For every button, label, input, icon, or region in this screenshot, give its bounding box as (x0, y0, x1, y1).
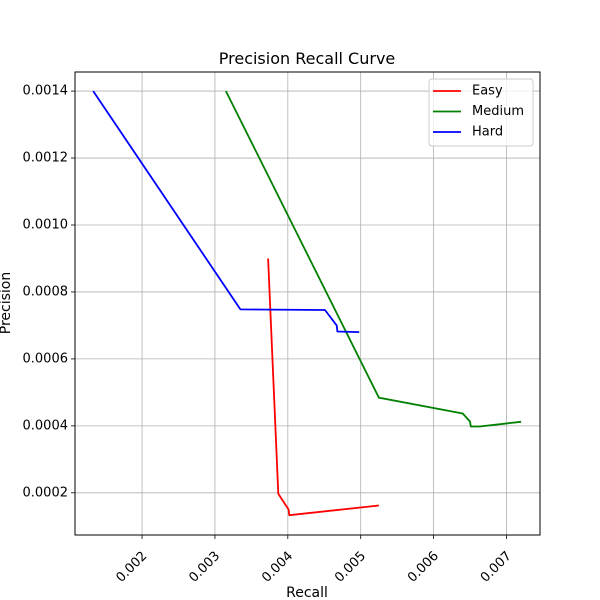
series-line-hard (92, 90, 360, 333)
chart-title: Precision Recall Curve (219, 49, 396, 68)
series-group (92, 90, 522, 517)
x-tick-label: 0.002 (113, 549, 150, 586)
legend-label-hard: Hard (472, 125, 503, 140)
y-tick-label: 0.0010 (23, 217, 69, 232)
x-tick-label: 0.006 (405, 549, 442, 586)
y-axis-label: Precision (0, 272, 14, 334)
y-tick-label: 0.0006 (23, 351, 69, 366)
legend-box (428, 78, 534, 147)
y-tick-label: 0.0004 (23, 418, 69, 433)
y-tick-label: 0.0008 (23, 284, 69, 299)
plot-area-frame (74, 71, 541, 536)
legend-label-medium: Medium (472, 104, 524, 119)
x-tick-label: 0.004 (259, 549, 296, 586)
x-tick-label: 0.005 (332, 549, 369, 586)
x-tick-label: 0.007 (478, 549, 515, 586)
y-tick-label: 0.0002 (23, 485, 69, 500)
series-line-medium (225, 90, 522, 428)
legend-label-easy: Easy (472, 84, 503, 99)
y-tick-label: 0.0014 (23, 84, 69, 99)
y-tick-label: 0.0012 (23, 151, 69, 166)
legend: Easy Medium Hard (428, 78, 534, 147)
axis-ticks: 0.002 0.003 0.004 0.005 0.006 0.007 0.0002 0.00… (23, 84, 515, 586)
x-axis-label: Recall (286, 585, 328, 600)
x-tick-label: 0.003 (186, 549, 223, 586)
series-line-easy (267, 258, 379, 517)
